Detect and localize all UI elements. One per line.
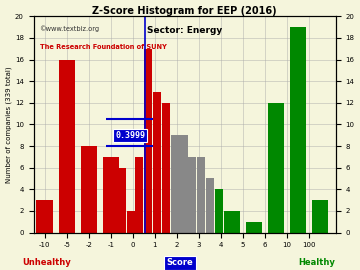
Bar [59,60,75,232]
Bar [118,168,126,232]
Title: Z-Score Histogram for EEP (2016): Z-Score Histogram for EEP (2016) [92,6,277,16]
Bar [268,103,284,232]
Y-axis label: Number of companies (339 total): Number of companies (339 total) [5,66,12,183]
Bar [180,135,188,232]
Text: The Research Foundation of SUNY: The Research Foundation of SUNY [40,45,166,50]
Text: ©www.textbiz.org: ©www.textbiz.org [40,25,100,32]
Text: Sector: Energy: Sector: Energy [147,26,222,35]
Bar [197,157,205,232]
Bar [206,178,214,232]
Bar [215,189,223,232]
Text: Score: Score [167,258,193,267]
Bar [290,27,306,232]
Bar [144,49,152,232]
Bar [36,200,53,232]
Text: Healthy: Healthy [298,258,335,267]
Bar [188,157,197,232]
Bar [171,135,179,232]
Bar [162,103,170,232]
Bar [224,211,240,232]
Text: Unhealthy: Unhealthy [22,258,71,267]
Bar [127,211,135,232]
Bar [103,157,119,232]
Text: 0.3999: 0.3999 [115,131,145,140]
Bar [312,200,328,232]
Bar [246,222,262,232]
Bar [81,146,97,232]
Bar [135,157,144,232]
Bar [153,92,161,232]
